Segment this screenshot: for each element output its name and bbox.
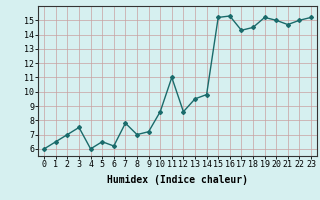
X-axis label: Humidex (Indice chaleur): Humidex (Indice chaleur) — [107, 175, 248, 185]
